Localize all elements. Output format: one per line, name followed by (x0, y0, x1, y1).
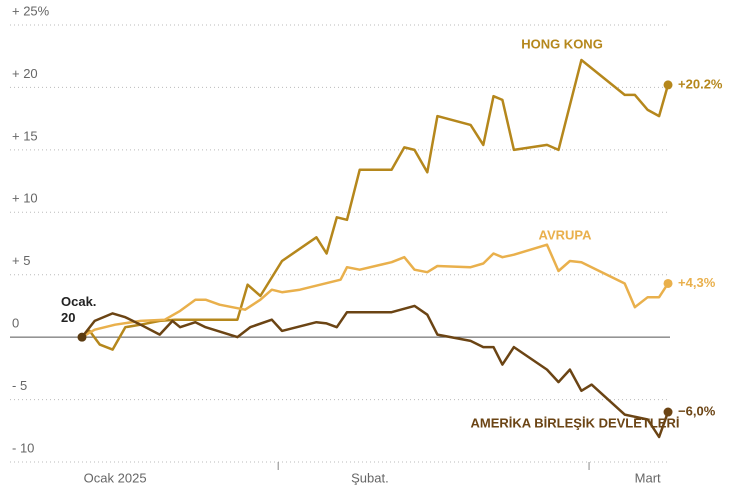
series-name: AVRUPA (539, 227, 593, 242)
series-line (81, 243, 670, 339)
series-name: HONG KONG (521, 36, 603, 51)
annotation: Ocak. 20 (61, 294, 96, 325)
end-label: +4,3% (678, 275, 716, 290)
y-tick-label: + 25% (12, 3, 50, 18)
start-dot (77, 332, 87, 342)
end-label: +20.2% (678, 76, 723, 91)
series-line (81, 304, 670, 439)
end-dot (663, 407, 673, 417)
series-line (81, 58, 670, 351)
end-dot (663, 80, 673, 90)
y-tick-label: + 5 (12, 253, 30, 268)
y-tick-label: 0 (12, 316, 19, 331)
y-tick-label: + 20 (12, 66, 38, 81)
y-tick-label: + 15 (12, 128, 38, 143)
end-dot (663, 278, 673, 288)
y-tick-label: - 10 (12, 440, 34, 455)
x-tick-label: Şubat. (351, 470, 389, 485)
y-tick-label: + 10 (12, 191, 38, 206)
series-name: AMERİKA BİRLEŞİK DEVLETLERİ (471, 415, 680, 430)
end-label: −6,0% (678, 403, 716, 418)
x-tick-label: Ocak 2025 (84, 470, 147, 485)
y-tick-label: - 5 (12, 378, 27, 393)
x-tick-label: Mart (635, 470, 661, 485)
